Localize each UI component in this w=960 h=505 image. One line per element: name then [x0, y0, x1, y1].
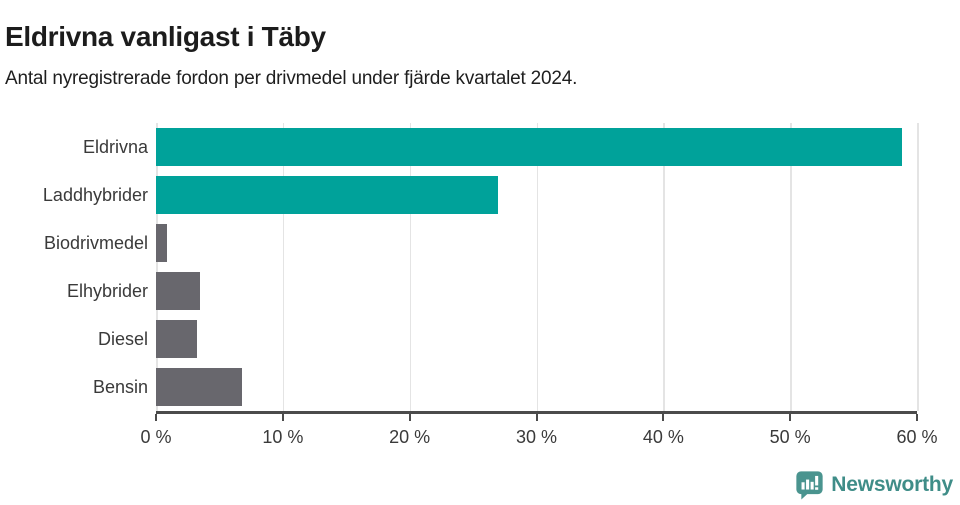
logo-text: Newsworthy: [831, 473, 953, 496]
x-tick-label: 0 %: [140, 427, 172, 447]
y-axis-label: Biodrivmedel: [43, 233, 148, 253]
bar-row: [156, 123, 917, 171]
bar: [156, 272, 201, 310]
gridline: [282, 123, 285, 411]
x-tick-label: 50 %: [769, 427, 811, 447]
x-tick-mark: [662, 414, 665, 421]
x-axis: 0 % 10 % 20 % 30 % 40 % 50 % 60 %: [140, 414, 938, 464]
x-tick-label: 40 %: [642, 427, 684, 447]
bar-row: [156, 267, 917, 315]
x-tick-label: 30 %: [515, 427, 558, 447]
gridline: [156, 123, 158, 411]
x-tick-label: 60 %: [896, 427, 938, 447]
gridline: [409, 123, 412, 411]
gridline: [663, 123, 665, 411]
y-axis-label: Bensin: [92, 377, 148, 397]
bar-row: [156, 219, 917, 267]
bar-row: [156, 171, 917, 219]
x-tick-mark: [535, 414, 538, 421]
x-tick-mark: [155, 414, 157, 421]
gridline: [917, 123, 919, 411]
x-tick-mark: [281, 414, 284, 421]
bar-chart-speech-bubble-icon: [795, 470, 824, 500]
x-tick-mark: [408, 414, 411, 421]
y-axis-label: Elhybrider: [66, 281, 148, 301]
bar: [156, 128, 902, 166]
bar-chart: Eldrivna Laddhybrider Biodrivmedel Elhybrid…: [0, 123, 960, 453]
bar-rows: [156, 123, 917, 411]
bar: [156, 368, 243, 406]
bar: [156, 224, 168, 262]
y-axis-label: Diesel: [97, 329, 148, 349]
chart-subtitle: Antal nyregistrerade fordon per drivmede…: [5, 68, 578, 89]
x-tick-mark: [916, 414, 918, 421]
x-tick-mark: [789, 414, 792, 421]
bar-row: [156, 315, 917, 363]
x-tick-label: 20 %: [389, 427, 431, 447]
bar: [156, 320, 197, 358]
bar: [156, 176, 499, 214]
y-axis-label: Eldrivna: [82, 137, 148, 157]
gridline: [536, 123, 538, 411]
y-axis-label: Laddhybrider: [42, 185, 148, 205]
newsworthy-logo: Newsworthy: [795, 470, 953, 500]
chart-title: Eldrivna vanligast i Täby: [5, 20, 326, 52]
gridline: [790, 123, 792, 411]
bar-row: [156, 363, 917, 411]
y-axis-labels: Eldrivna Laddhybrider Biodrivmedel Elhybrid…: [0, 123, 148, 411]
plot-area: [156, 123, 919, 414]
x-tick-label: 10 %: [262, 427, 304, 447]
